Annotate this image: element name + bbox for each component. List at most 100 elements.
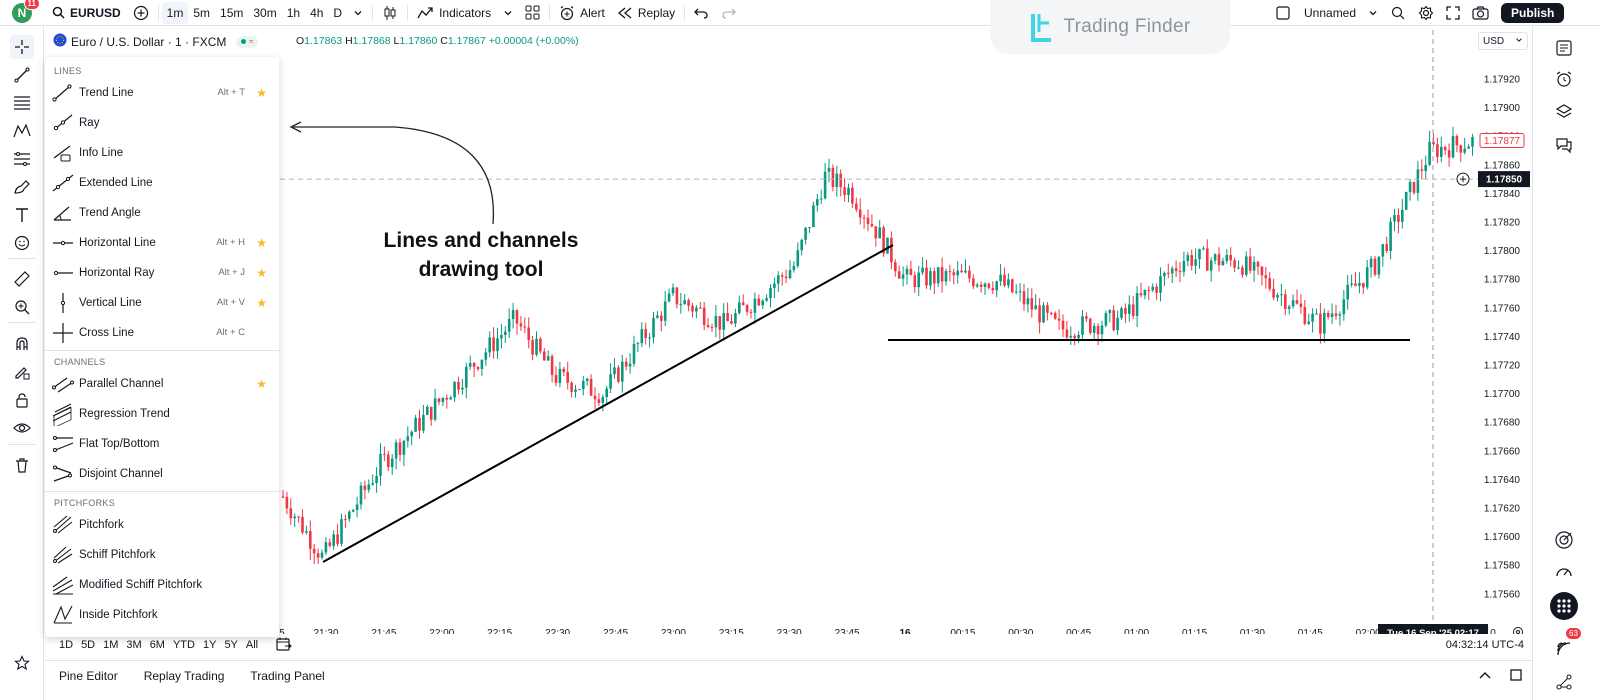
replay-button[interactable]: Replay: [611, 0, 681, 26]
menu-item-info-line[interactable]: Info Line: [45, 138, 279, 167]
magnet-tool[interactable]: [10, 332, 34, 356]
chats-button[interactable]: [1553, 134, 1575, 156]
maximize-panel-button[interactable]: [1510, 669, 1522, 684]
fullscreen-button[interactable]: [1440, 0, 1466, 26]
ideas-button[interactable]: [1553, 529, 1575, 551]
favorite-star-icon[interactable]: ★: [256, 265, 267, 280]
favorite-star-icon[interactable]: ★: [256, 295, 267, 310]
range-3m[interactable]: 3M: [126, 639, 142, 651]
emoji-tool[interactable]: [10, 231, 34, 255]
apps-button[interactable]: [1550, 592, 1578, 620]
tab-pine-editor[interactable]: Pine Editor: [59, 668, 118, 683]
object-tree-button[interactable]: [1553, 101, 1575, 123]
price-axis[interactable]: 1.179201.179001.178801.178601.178401.178…: [1456, 26, 1532, 634]
favorite-star-icon[interactable]: ★: [256, 85, 267, 100]
patterns-tool[interactable]: [10, 119, 34, 143]
text-tool[interactable]: [10, 203, 34, 227]
favorite-star-icon[interactable]: ★: [256, 376, 267, 391]
user-avatar[interactable]: N 11: [12, 0, 40, 23]
utc-clock[interactable]: 04:32:14 UTC-4: [1445, 639, 1524, 651]
replay-label: Replay: [637, 5, 676, 20]
lock-drawings-tool[interactable]: [10, 388, 34, 412]
brush-tool[interactable]: [10, 175, 34, 199]
range-5d[interactable]: 5D: [81, 639, 96, 651]
symbol-search[interactable]: EURUSD: [46, 0, 127, 26]
menu-item-trend-angle[interactable]: Trend Angle: [45, 198, 279, 227]
menu-item-label: Schiff Pitchfork: [79, 548, 156, 561]
menu-item-inside-pitchfork[interactable]: Inside Pitchfork: [45, 600, 279, 629]
range-1d[interactable]: 1D: [59, 639, 74, 651]
alerts-button[interactable]: [1553, 68, 1575, 90]
quick-search-button[interactable]: [1384, 0, 1412, 26]
remove-drawings-tool[interactable]: [10, 453, 34, 477]
menu-item-modified-schiff-pitchfork[interactable]: Modified Schiff Pitchfork: [45, 570, 279, 599]
menu-item-horizontal-line[interactable]: Horizontal Line Alt + H ★: [45, 228, 279, 257]
favorites-toggle[interactable]: [10, 651, 34, 675]
range-1y[interactable]: 1Y: [202, 639, 217, 651]
timeframe-dropdown[interactable]: [347, 0, 369, 26]
menu-item-trend-line[interactable]: Trend Line Alt + T ★: [45, 78, 279, 107]
indicators-button[interactable]: Indicators: [411, 0, 497, 26]
range-6m[interactable]: 6M: [149, 639, 165, 651]
alert-button[interactable]: Alert: [553, 0, 611, 26]
menu-item-ray[interactable]: Ray: [45, 108, 279, 137]
crosshair-tool[interactable]: [10, 35, 34, 59]
indicators-dropdown[interactable]: [497, 0, 519, 26]
menu-item-flat-top-bottom[interactable]: Flat Top/Bottom: [45, 429, 279, 458]
range-ytd[interactable]: YTD: [172, 639, 195, 651]
calendar-button[interactable]: [1553, 561, 1575, 583]
stay-in-drawing-tool[interactable]: [10, 360, 34, 384]
timeframe-15m[interactable]: 15m: [220, 5, 244, 20]
symbol-title[interactable]: Euro / U.S. Dollar · 1 · FXCM: [71, 34, 227, 49]
watchlist-button[interactable]: [1553, 37, 1575, 59]
menu-item-pitchfork[interactable]: Pitchfork: [45, 510, 279, 539]
help-button[interactable]: [1553, 671, 1575, 693]
timeframe-4h[interactable]: 4h: [310, 5, 324, 20]
range-all[interactable]: All: [245, 639, 259, 651]
snapshot-button[interactable]: [1466, 0, 1495, 26]
menu-item-label: Vertical Line: [79, 296, 142, 309]
redo-button[interactable]: [715, 0, 742, 26]
zoom-tool[interactable]: [10, 295, 34, 319]
currency-selector[interactable]: USD: [1478, 32, 1528, 50]
timeframe-5m[interactable]: 5m: [193, 5, 211, 20]
menu-item-parallel-channel[interactable]: Parallel Channel ★: [45, 369, 279, 398]
timeframe-d[interactable]: D: [333, 5, 343, 20]
settings-button[interactable]: [1412, 0, 1440, 26]
notifications-button[interactable]: 63: [1553, 628, 1581, 660]
drawn-trend-line[interactable]: [322, 244, 894, 563]
timeframe-1h[interactable]: 1h: [286, 5, 301, 20]
time-axis[interactable]: 5 21:30 21:45 22:00 22:15 22:30 22:45 23:00 23:1…: [279, 622, 1523, 640]
measure-tool[interactable]: [10, 267, 34, 291]
tab-trading-panel[interactable]: Trading Panel: [250, 668, 325, 683]
add-alert-plus-icon[interactable]: [1456, 172, 1470, 186]
market-status-badge[interactable]: ≈: [236, 35, 259, 48]
timeframe-1m[interactable]: 1m: [161, 1, 189, 24]
menu-item-schiff-pitchfork[interactable]: Schiff Pitchfork: [45, 540, 279, 569]
menu-item-vertical-line[interactable]: Vertical Line Alt + V ★: [45, 288, 279, 317]
hide-drawings-tool[interactable]: [10, 416, 34, 440]
layout-menu-button[interactable]: Unnamed: [1270, 0, 1362, 26]
trend-line-tool[interactable]: [10, 63, 34, 87]
fib-tool[interactable]: [10, 91, 34, 115]
tab-replay-trading[interactable]: Replay Trading: [143, 668, 225, 683]
add-symbol-button[interactable]: [127, 0, 155, 26]
menu-item-horizontal-ray[interactable]: Horizontal Ray Alt + J ★: [45, 258, 279, 287]
menu-item-extended-line[interactable]: Extended Line: [45, 168, 279, 197]
publish-button[interactable]: Publish: [1501, 3, 1565, 23]
menu-item-disjoint-channel[interactable]: Disjoint Channel: [45, 459, 279, 488]
layout-dropdown[interactable]: [1362, 0, 1384, 26]
collapse-panel-button[interactable]: [1478, 669, 1492, 683]
layouts-button[interactable]: [519, 0, 546, 26]
forecast-tool[interactable]: [10, 147, 34, 171]
undo-button[interactable]: [688, 0, 715, 26]
favorite-star-icon[interactable]: ★: [256, 235, 267, 250]
timeframe-30m[interactable]: 30m: [253, 5, 277, 20]
chart-type-button[interactable]: [376, 0, 404, 26]
menu-item-cross-line[interactable]: Cross Line Alt + C: [45, 318, 279, 347]
range-5y[interactable]: 5Y: [224, 639, 238, 651]
range-1m[interactable]: 1M: [103, 639, 119, 651]
goto-date-button[interactable]: [276, 637, 292, 654]
menu-item-regression-trend[interactable]: Regression Trend: [45, 399, 279, 428]
